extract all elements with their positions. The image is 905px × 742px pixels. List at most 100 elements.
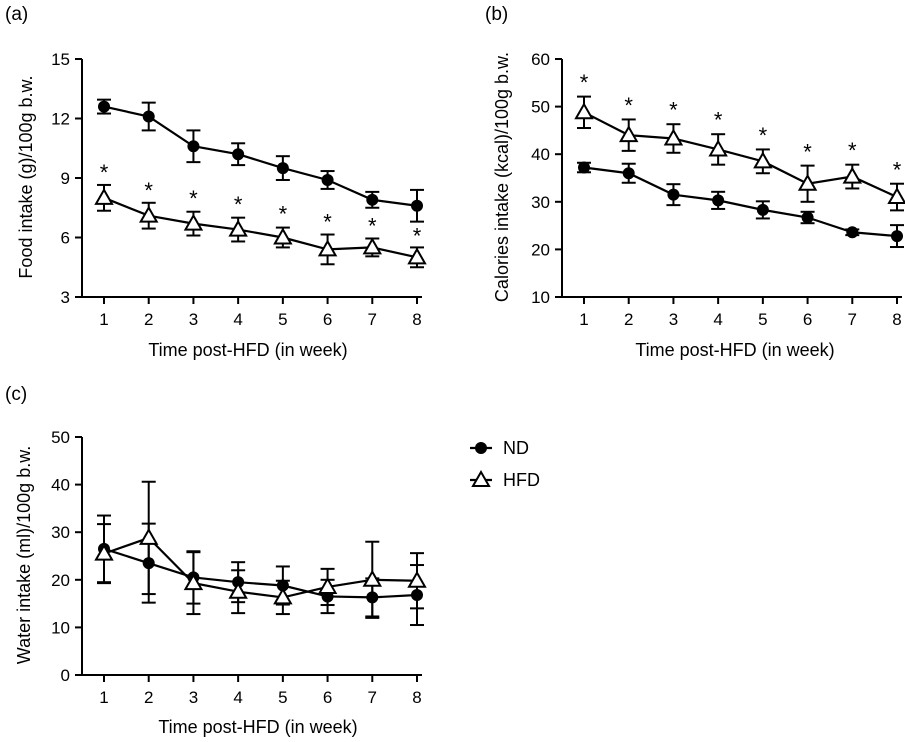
panel-b-hfd-point bbox=[842, 166, 863, 184]
panel-a-x-tick-label: 1 bbox=[99, 310, 108, 329]
panel-b-y-tick-label: 60 bbox=[531, 50, 550, 69]
panel-b-x-tick-label: 5 bbox=[758, 310, 767, 329]
panel-b-significance-star: * bbox=[848, 138, 857, 163]
panel-c-y-tick-label: 0 bbox=[61, 666, 70, 685]
panel-b-significance-star: * bbox=[580, 70, 589, 95]
panel-b-plot: 10 20 30 40 50 60 1 2 3 4 5 6 7 8 * * * * * * * * bbox=[531, 50, 905, 329]
panel-b-y-axis-label: Calories intake (kcal)/100g b.w. bbox=[492, 52, 512, 302]
panel-a-hfd-point bbox=[362, 237, 383, 255]
legend-nd-marker-icon bbox=[475, 442, 487, 454]
panel-b-x-tick-label: 3 bbox=[669, 310, 678, 329]
panel-b-x-tick-label: 6 bbox=[803, 310, 812, 329]
legend-item-nd: ND bbox=[470, 438, 529, 458]
panel-c-hfd-point bbox=[183, 573, 204, 591]
panel-a-y-tick-label: 15 bbox=[51, 50, 70, 69]
panel-b: (b) Calories intake (kcal)/100g b.w. Tim… bbox=[485, 4, 905, 360]
panel-b-x-tick-label: 1 bbox=[579, 310, 588, 329]
panel-b-nd-series-line bbox=[583, 166, 898, 238]
panel-c-hfd-point bbox=[362, 569, 383, 587]
panel-c-x-tick-label: 4 bbox=[233, 688, 242, 707]
panel-a-hfd-point bbox=[317, 239, 338, 257]
panel-c-plot: 0 10 20 30 40 50 1 2 3 4 5 6 7 8 bbox=[51, 428, 427, 707]
panel-a-x-tick-label: 3 bbox=[189, 310, 198, 329]
panel-b-nd-point bbox=[712, 194, 725, 207]
panel-c-y-tick-label: 20 bbox=[51, 571, 70, 590]
panel-b-hfd-point bbox=[753, 151, 773, 169]
panel-b-hfd-point bbox=[708, 139, 728, 157]
panel-a-hfd-point bbox=[407, 247, 427, 265]
panel-b-significance-star: * bbox=[759, 123, 768, 148]
panel-a-hfd-point bbox=[183, 213, 204, 231]
panel-b-significance-star: * bbox=[624, 93, 633, 118]
panel-c-x-axis-label: Time post-HFD (in week) bbox=[158, 717, 357, 737]
panel-b-significance-star: * bbox=[714, 107, 723, 132]
panel-a-hfd-point bbox=[228, 219, 248, 237]
panel-b-x-axis-label: Time post-HFD (in week) bbox=[635, 340, 834, 360]
panel-b-nd-point bbox=[801, 211, 814, 224]
panel-c-hfd-point bbox=[94, 543, 114, 561]
panel-b-nd-point bbox=[622, 167, 635, 180]
panel-c-y-tick-label: 50 bbox=[51, 428, 70, 447]
panel-b-y-tick-label: 20 bbox=[531, 240, 550, 259]
panel-c-x-tick-label: 2 bbox=[144, 688, 153, 707]
panel-b-hfd-series-line bbox=[583, 111, 898, 199]
panel-c-x-tick-label: 1 bbox=[99, 688, 108, 707]
panel-b-significance-star: * bbox=[803, 139, 812, 164]
panel-a-x-tick-label: 4 bbox=[233, 310, 242, 329]
panel-a-x-tick-label: 2 bbox=[144, 310, 153, 329]
panel-b-y-tick-label: 30 bbox=[531, 193, 550, 212]
legend: ND HFD bbox=[470, 438, 540, 490]
panel-c-x-tick-label: 3 bbox=[189, 688, 198, 707]
panel-a-significance-star: * bbox=[234, 192, 243, 217]
panel-c-letter: (c) bbox=[5, 384, 27, 405]
panel-a-nd-point bbox=[232, 148, 245, 161]
panel-a-hfd-point bbox=[138, 205, 159, 223]
panel-a-hfd-series-line bbox=[103, 196, 418, 259]
panel-b-y-tick-label: 10 bbox=[531, 288, 550, 307]
panel-b-x-tick-label: 7 bbox=[848, 310, 857, 329]
panel-a-nd-point bbox=[98, 100, 110, 113]
panel-a-nd-point bbox=[366, 193, 379, 206]
panel-a-significance-star: * bbox=[144, 178, 153, 203]
panel-c-hfd-series-line bbox=[103, 536, 418, 599]
panel-b-significance-star: * bbox=[893, 157, 902, 182]
panel-c-y-tick-label: 30 bbox=[51, 523, 70, 542]
panel-b-nd-point bbox=[891, 230, 903, 243]
panel-c-hfd-point bbox=[138, 527, 159, 545]
panel-a-nd-series-line bbox=[103, 105, 418, 207]
panel-a-y-tick-label: 3 bbox=[61, 288, 70, 307]
panel-a-x-tick-label: 8 bbox=[412, 310, 421, 329]
panel-a-significance-star: * bbox=[368, 214, 377, 239]
panel-a-nd-point bbox=[276, 162, 289, 175]
panel-b-hfd-point bbox=[887, 187, 905, 205]
panel-b-nd-point bbox=[756, 203, 769, 216]
legend-item-hfd: HFD bbox=[470, 469, 540, 490]
panel-c-x-tick-label: 7 bbox=[368, 688, 377, 707]
panel-c-y-tick-label: 40 bbox=[51, 476, 70, 495]
panel-a-nd-point bbox=[187, 140, 200, 153]
panel-b-hfd-point bbox=[663, 128, 684, 146]
panel-a-significance-star: * bbox=[100, 160, 109, 185]
panel-c: (c) Water intake (ml)/100g b.w. Time pos… bbox=[5, 384, 427, 737]
panel-a-significance-star: * bbox=[279, 202, 288, 227]
panel-a-x-tick-label: 6 bbox=[323, 310, 332, 329]
legend-hfd-label: HFD bbox=[503, 470, 540, 490]
panel-c-hfd-point bbox=[273, 587, 293, 605]
panel-c-x-tick-label: 6 bbox=[323, 688, 332, 707]
panel-a-significance-star: * bbox=[323, 210, 332, 235]
panel-c-y-axis-label: Water intake (ml)/100g b.w. bbox=[14, 446, 34, 664]
panel-a-y-tick-label: 12 bbox=[51, 110, 70, 129]
panel-b-x-tick-label: 8 bbox=[892, 310, 901, 329]
panel-a-x-axis-label: Time post-HFD (in week) bbox=[148, 340, 347, 360]
panel-a-y-axis-label: Food intake (g)/100g b.w. bbox=[16, 75, 36, 278]
panel-b-y-tick-label: 40 bbox=[531, 145, 550, 164]
legend-nd-label: ND bbox=[503, 438, 529, 458]
panel-b-letter: (b) bbox=[485, 4, 508, 25]
panel-b-significance-star: * bbox=[669, 97, 678, 122]
panel-c-hfd-point bbox=[228, 581, 248, 599]
panel-a-x-tick-label: 5 bbox=[278, 310, 287, 329]
legend-hfd-marker-icon bbox=[471, 469, 491, 487]
panel-b-hfd-point bbox=[618, 125, 639, 143]
